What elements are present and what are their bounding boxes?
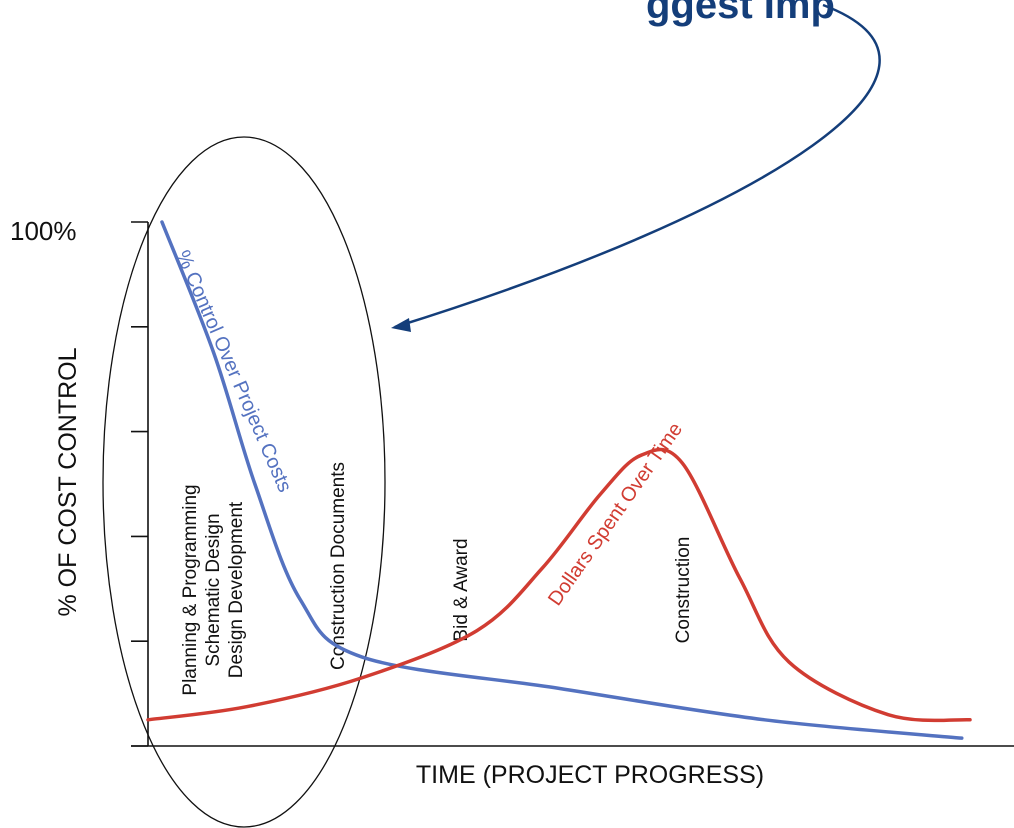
dollars-spent-curve <box>146 447 972 723</box>
dollars-spent-label: Dollars Spent Over Time <box>544 419 687 610</box>
control-over-costs-curve <box>160 220 964 740</box>
y-axis-ticks <box>131 221 148 747</box>
callout-arrow <box>394 3 881 329</box>
early-phases-highlight-ellipse <box>102 136 386 828</box>
control-over-costs-label: % Control Over Project Costs <box>171 247 295 495</box>
phase-label: Planning & Programming <box>180 484 201 695</box>
phase-label: Bid & Award <box>451 538 472 641</box>
y-tick-label-100: 100% <box>10 216 77 246</box>
callout-arrowhead <box>391 318 411 332</box>
phase-labels: Planning & Programming Schematic Design De… <box>180 462 694 696</box>
callout-text: ggest Imp <box>646 0 835 27</box>
phase-label: Construction Documents <box>328 462 349 670</box>
y-axis-title: % OF COST CONTROL <box>54 347 82 616</box>
phase-label: Design Development <box>226 501 247 678</box>
phase-label: Schematic Design <box>203 513 224 666</box>
phase-label: Construction <box>673 537 694 644</box>
x-axis-title: TIME (PROJECT PROGRESS) <box>416 761 764 789</box>
